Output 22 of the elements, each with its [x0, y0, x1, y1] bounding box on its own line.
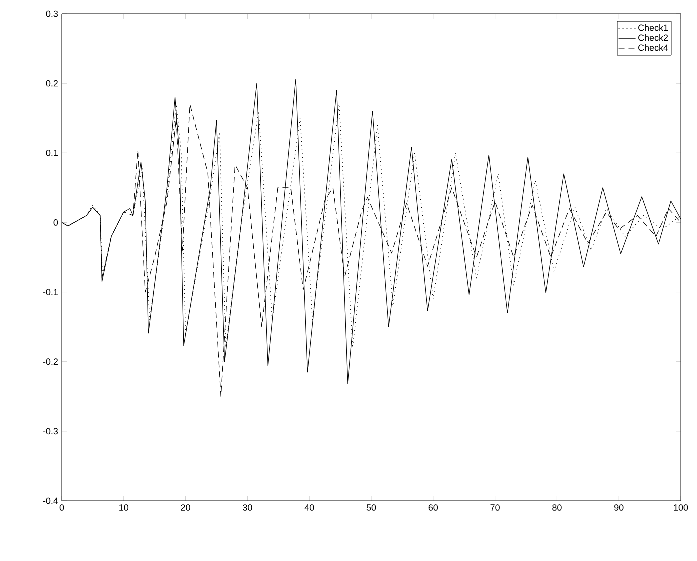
- x-tick-label: 40: [304, 504, 314, 511]
- x-tick-label: 90: [614, 504, 624, 511]
- y-tick-label: 0.1: [46, 150, 58, 156]
- legend-label: Check1: [638, 24, 668, 32]
- x-tick-label: 60: [428, 504, 438, 511]
- x-tick-label: 20: [181, 504, 190, 511]
- legend-label: Check4: [638, 44, 668, 52]
- x-tick-label: 70: [490, 504, 500, 511]
- x-tick-label: 10: [120, 504, 129, 511]
- x-tick-label: 50: [366, 504, 376, 511]
- y-tick-label: 0: [54, 220, 58, 226]
- y-tick-label: 0.2: [46, 80, 58, 87]
- y-tick-label: -0.3: [43, 428, 58, 435]
- x-tick-label: 100: [674, 504, 688, 511]
- y-tick-label: -0.2: [43, 358, 58, 366]
- x-tick-label: 30: [243, 504, 252, 511]
- y-tick-label: -0.4: [43, 498, 58, 504]
- x-tick-label: 80: [552, 504, 562, 511]
- y-tick-label: -0.1: [43, 289, 58, 296]
- x-tick-label: 0: [60, 504, 64, 511]
- y-tick-label: 0.3: [46, 10, 58, 18]
- legend-label: Check2: [638, 34, 668, 42]
